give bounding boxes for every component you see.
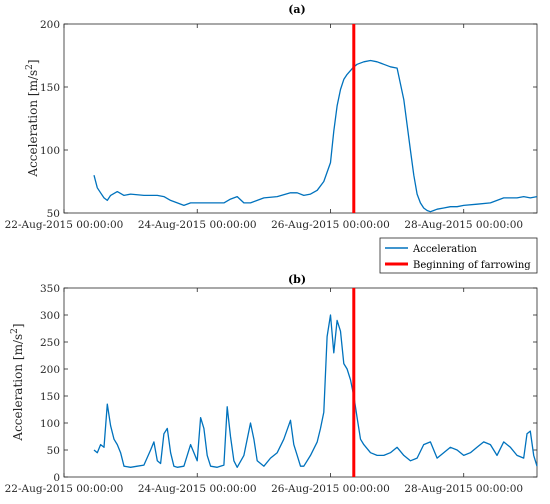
panel-a: (a) 50 100 150 200 22-Aug-2015 00:00:00 24-Au… xyxy=(5,3,538,231)
panel-b-ylabel-close: ] xyxy=(11,323,25,328)
panel-b-ytick-label: 200 xyxy=(40,364,60,376)
panel-b-ytick-label: 100 xyxy=(40,418,60,430)
panel-a-ylabel: Acceleration [m/s2] xyxy=(25,59,40,177)
panel-b-ylabel-sup: 2 xyxy=(10,328,20,334)
legend: Acceleration Beginning of farrowing xyxy=(379,237,538,274)
panel-b-ytick-label: 50 xyxy=(47,445,60,457)
panel-b-xtick-label: 26-Aug-2015 00:00:00 xyxy=(271,483,390,495)
panel-a-ylabel-sup: 2 xyxy=(25,64,35,70)
panel-b-title: (b) xyxy=(288,273,306,286)
panel-b: (b) 0 50 100 150 200 250 300 350 22-Aug-2015 00:… xyxy=(5,273,538,495)
panel-b-ytick-label: 0 xyxy=(53,472,60,484)
panel-b-ylabel-text: Acceleration [m/s xyxy=(11,334,25,442)
panel-a-ytick-label: 200 xyxy=(40,19,60,31)
panel-a-axes xyxy=(63,23,538,214)
panel-a-ytick-label: 50 xyxy=(47,208,60,220)
panel-b-ytick-label: 300 xyxy=(40,310,60,322)
panel-a-ylabel-text: Acceleration [m/s xyxy=(26,70,40,178)
panel-a-xtick-label: 22-Aug-2015 00:00:00 xyxy=(5,219,124,231)
legend-farrowing-label: Beginning of farrowing xyxy=(413,260,531,271)
panel-b-xtick-label: 22-Aug-2015 00:00:00 xyxy=(5,483,124,495)
panel-a-ytick-label: 150 xyxy=(40,82,60,94)
panel-a-title: (a) xyxy=(288,3,306,16)
panel-a-xtick-label: 26-Aug-2015 00:00:00 xyxy=(271,219,390,231)
panel-a-ytick-label: 100 xyxy=(40,145,60,157)
panel-a-xtick-label: 28-Aug-2015 00:00:00 xyxy=(404,219,523,231)
panel-b-ytick-label: 250 xyxy=(40,337,60,349)
panel-a-ylabel-close: ] xyxy=(26,59,40,64)
legend-acceleration-label: Acceleration xyxy=(412,244,477,255)
panel-b-ytick-label: 150 xyxy=(40,391,60,403)
panel-b-ylabel: Acceleration [m/s2] xyxy=(10,323,25,441)
panel-b-xtick-label: 24-Aug-2015 00:00:00 xyxy=(138,483,257,495)
panel-a-xtick-label: 24-Aug-2015 00:00:00 xyxy=(138,219,257,231)
panel-a-acceleration-series xyxy=(93,59,538,213)
panel-b-xtick-label: 28-Aug-2015 00:00:00 xyxy=(404,483,523,495)
panel-b-ytick-label: 350 xyxy=(40,283,60,295)
panel-b-acceleration-series xyxy=(93,314,538,468)
panel-b-axes xyxy=(63,287,538,478)
legend-box xyxy=(379,237,538,274)
